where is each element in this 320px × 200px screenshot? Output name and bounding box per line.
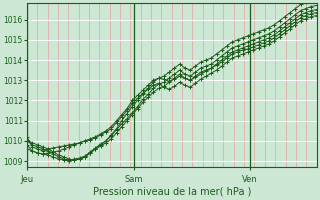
X-axis label: Pression niveau de la mer( hPa ): Pression niveau de la mer( hPa ) (92, 187, 251, 197)
